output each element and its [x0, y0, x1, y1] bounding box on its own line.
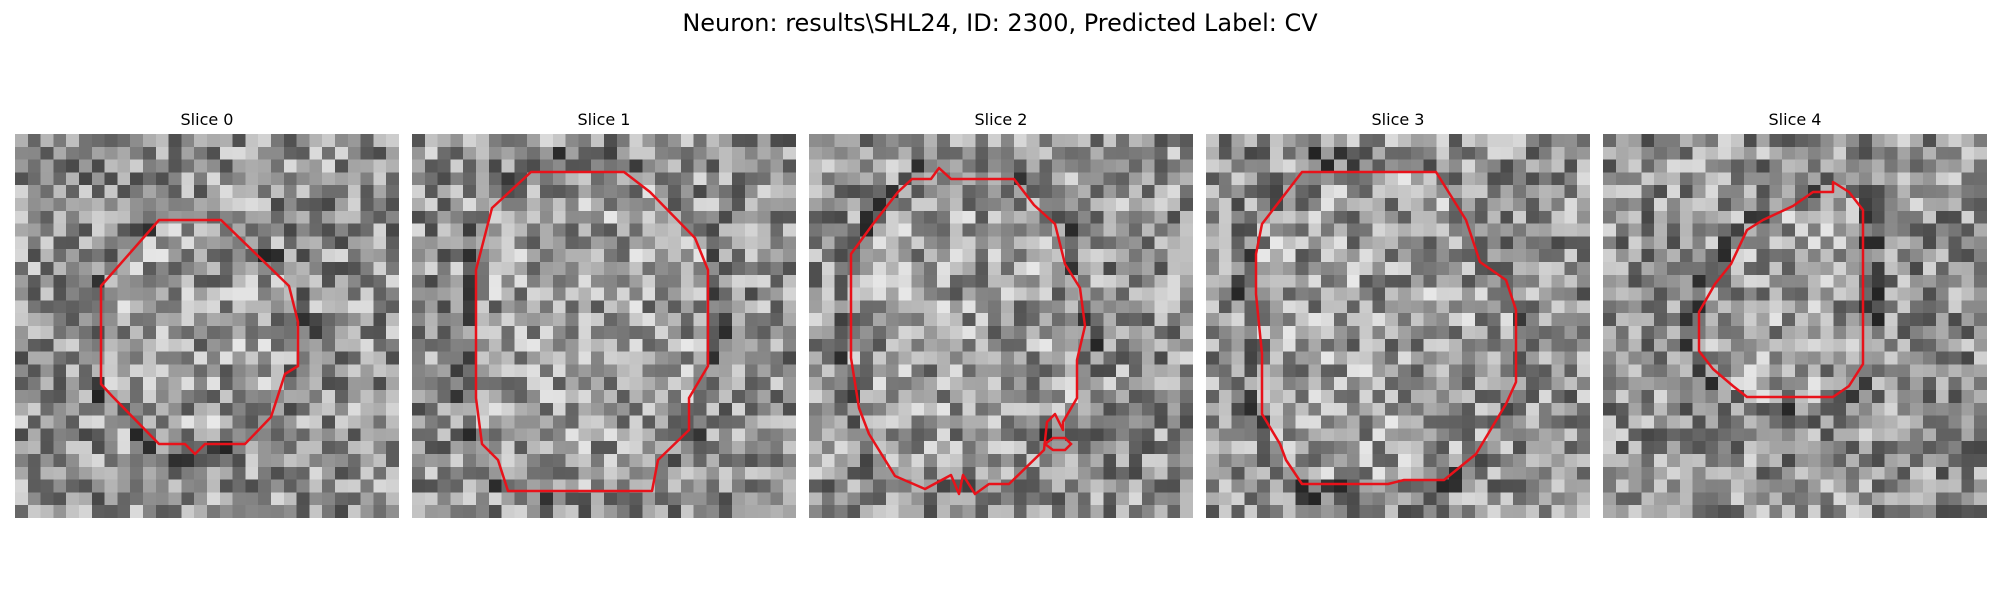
slice-image	[1206, 134, 1590, 518]
slice-panel-1: Slice 1	[412, 106, 796, 518]
roi-contour	[1697, 180, 1865, 399]
slice-title: Slice 4	[1768, 110, 1822, 129]
slice-title: Slice 0	[180, 110, 234, 129]
slice-panel-3: Slice 3	[1206, 106, 1590, 518]
slice-panel-2: Slice 2	[809, 106, 1193, 518]
roi-contour-fragment	[1042, 436, 1073, 452]
roi-contour	[99, 218, 300, 456]
roi-contour	[1254, 170, 1518, 486]
slice-title: Slice 3	[1371, 110, 1425, 129]
figure-title: Neuron: results\SHL24, ID: 2300, Predict…	[682, 9, 1318, 37]
roi-contour	[849, 166, 1087, 496]
slice-title: Slice 1	[577, 110, 631, 129]
slice-image	[15, 134, 399, 518]
slice-panel-4: Slice 4	[1603, 106, 1987, 518]
slice-image	[809, 134, 1193, 518]
roi-contour	[474, 170, 710, 493]
slice-title: Slice 2	[974, 110, 1028, 129]
slice-image	[1603, 134, 1987, 518]
slice-image	[412, 134, 796, 518]
slice-panel-0: Slice 0	[15, 106, 399, 518]
